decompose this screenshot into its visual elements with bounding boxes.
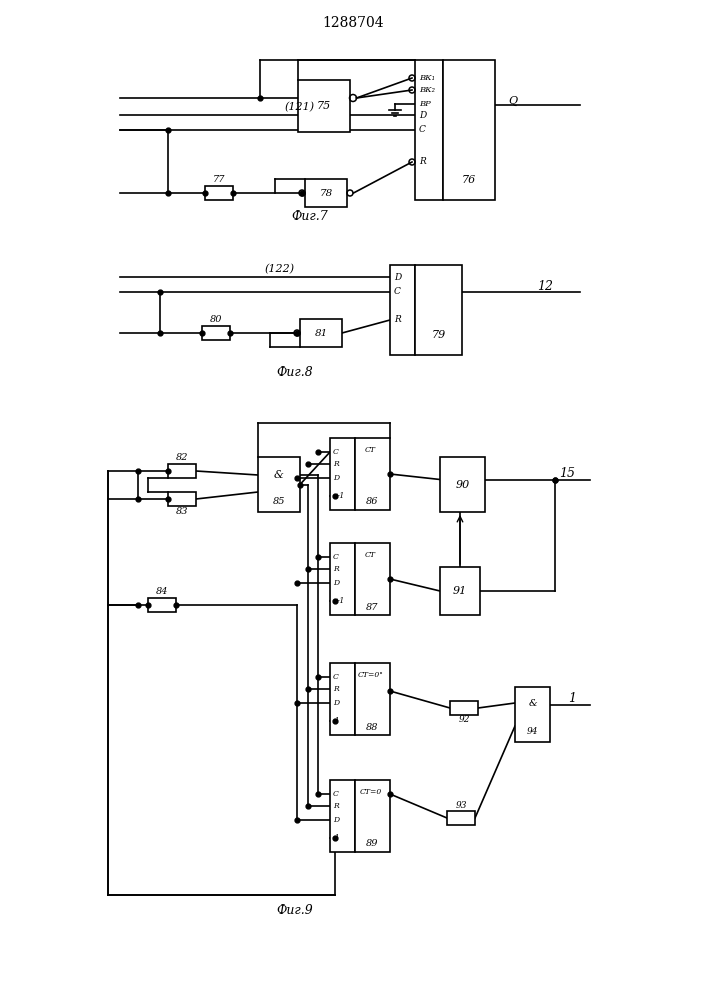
Text: C: C [394, 288, 401, 296]
Text: 92: 92 [458, 716, 469, 724]
Text: CT=0: CT=0 [359, 788, 382, 796]
Text: 84: 84 [156, 586, 168, 595]
Text: Q: Q [508, 96, 518, 106]
Text: CT: CT [365, 446, 376, 454]
Bar [355, 663, 390, 735]
Text: R: R [333, 460, 339, 468]
Text: 82: 82 [176, 452, 188, 462]
Text: 79: 79 [431, 330, 445, 340]
Text: R: R [333, 565, 339, 573]
Bar [300, 319, 342, 347]
Bar [330, 780, 355, 852]
Bar [515, 687, 550, 742]
Bar [440, 457, 485, 512]
Text: D: D [333, 579, 339, 587]
Text: 75: 75 [317, 101, 331, 111]
Text: 80: 80 [210, 314, 222, 324]
Text: 81: 81 [315, 328, 327, 338]
Text: &: & [528, 698, 537, 708]
Text: 88: 88 [366, 722, 379, 732]
Text: R: R [333, 685, 339, 693]
Text: ВР: ВР [419, 100, 431, 108]
Bar [168, 464, 196, 478]
Text: D: D [333, 474, 339, 482]
Bar [330, 543, 355, 615]
Text: D: D [333, 699, 339, 707]
Bar [443, 60, 495, 200]
Text: +1: +1 [333, 597, 344, 605]
Bar [330, 663, 355, 735]
Bar [447, 811, 475, 825]
Text: 1288704: 1288704 [322, 16, 384, 30]
Text: Фиг.8: Фиг.8 [276, 365, 313, 378]
Text: 85: 85 [273, 497, 285, 506]
Bar [148, 598, 176, 612]
Text: C: C [333, 790, 339, 798]
Text: C: C [419, 125, 426, 134]
Text: D: D [419, 110, 426, 119]
Text: 78: 78 [320, 188, 332, 198]
Text: Фиг.9: Фиг.9 [276, 904, 313, 916]
Bar [355, 543, 390, 615]
Bar [355, 438, 390, 510]
Bar [258, 457, 300, 512]
Bar [205, 186, 233, 200]
Text: &: & [274, 470, 284, 480]
Text: Фиг.7: Фиг.7 [291, 211, 328, 224]
Text: (121): (121) [285, 102, 315, 112]
Bar [330, 438, 355, 510]
Text: ВК₁: ВК₁ [419, 74, 435, 82]
Text: 94: 94 [527, 728, 538, 736]
Bar [202, 326, 230, 340]
Bar [168, 492, 196, 506]
Bar [415, 265, 462, 355]
Text: 87: 87 [366, 602, 379, 611]
Text: 89: 89 [366, 840, 379, 848]
Text: C: C [333, 673, 339, 681]
Text: R: R [419, 157, 426, 166]
Text: 12: 12 [537, 279, 553, 292]
Bar [298, 80, 350, 132]
Bar [390, 265, 415, 355]
Text: C: C [333, 448, 339, 456]
Bar [440, 567, 480, 615]
Text: 93: 93 [455, 802, 467, 810]
Text: 86: 86 [366, 497, 379, 506]
Bar [415, 60, 443, 200]
Text: 83: 83 [176, 506, 188, 516]
Bar [305, 179, 347, 207]
Text: R: R [333, 802, 339, 810]
Text: D: D [394, 272, 402, 282]
Text: -1: -1 [333, 834, 341, 842]
Text: 76: 76 [462, 175, 476, 185]
Text: 15: 15 [559, 467, 575, 480]
Text: 91: 91 [453, 586, 467, 596]
Text: C: C [333, 553, 339, 561]
Text: CT: CT [365, 551, 376, 559]
Text: CT=0": CT=0" [358, 671, 383, 679]
Text: R: R [394, 316, 401, 324]
Bar [450, 701, 478, 715]
Text: D: D [333, 816, 339, 824]
Text: 90: 90 [455, 480, 469, 489]
Text: 77: 77 [213, 174, 226, 184]
Text: -1: -1 [333, 717, 341, 725]
Text: (122): (122) [265, 264, 295, 274]
Text: ВК₂: ВК₂ [419, 86, 435, 94]
Text: +1: +1 [333, 492, 344, 500]
Text: 1: 1 [568, 692, 576, 706]
Bar [355, 780, 390, 852]
